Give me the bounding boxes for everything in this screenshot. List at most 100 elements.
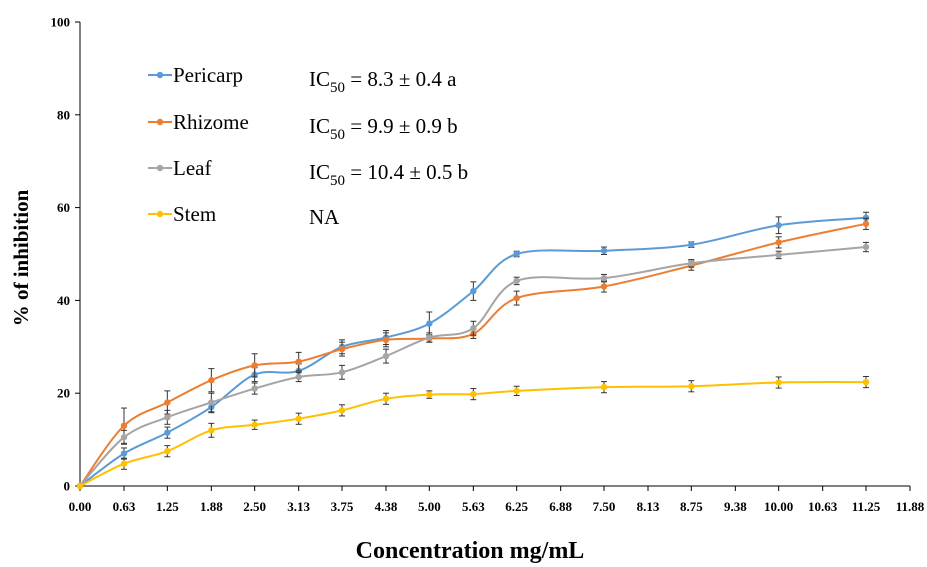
data-point — [862, 243, 870, 251]
data-point — [775, 222, 782, 229]
data-point — [382, 352, 390, 360]
series-rhizome — [76, 217, 870, 490]
y-tick-label: 60 — [57, 200, 70, 215]
legend-item-rhizome: Rhizome — [148, 110, 249, 134]
data-point — [426, 334, 433, 341]
x-tick-label: 8.75 — [680, 499, 703, 514]
x-tick-label: 11.88 — [896, 499, 925, 514]
data-point — [338, 369, 346, 376]
legend-item-stem: Stem — [148, 202, 216, 226]
ic50-annotations: IC50 = 8.3 ± 0.4 a IC50 = 9.9 ± 0.9 b IC50… — [309, 67, 468, 229]
x-tick-label: 6.88 — [549, 499, 572, 514]
data-point — [295, 373, 302, 381]
data-point — [513, 277, 520, 285]
x-tick-label: 2.50 — [243, 499, 266, 514]
series-pericarp — [76, 211, 870, 490]
legend-item-leaf: Leaf — [148, 156, 211, 180]
data-point — [164, 448, 171, 455]
x-tick-label: 5.00 — [418, 499, 441, 514]
data-point — [426, 391, 433, 398]
x-tick-label: 4.38 — [375, 499, 398, 514]
data-point — [513, 250, 520, 258]
data-point — [382, 336, 390, 344]
x-tick-label: 1.25 — [156, 499, 179, 514]
y-tick-label: 0 — [64, 479, 71, 494]
data-point — [382, 395, 390, 402]
data-point — [120, 460, 128, 467]
x-tick-label: 7.50 — [593, 499, 616, 514]
x-axis-title: Concentration mg/mL — [356, 538, 585, 564]
data-point — [251, 421, 258, 428]
data-point — [295, 358, 302, 365]
series-line-rhizome — [79, 222, 867, 487]
y-tick-label: 80 — [57, 107, 70, 122]
data-point — [120, 450, 128, 457]
data-point — [513, 294, 520, 302]
series-layer — [76, 211, 870, 490]
y-tick-label: 20 — [57, 386, 70, 401]
legend: Pericarp Rhizome Leaf Stem — [148, 63, 249, 226]
data-point — [120, 422, 128, 429]
x-tick-label: 9.38 — [724, 499, 747, 514]
legend-marker — [156, 71, 164, 79]
data-point — [251, 385, 258, 392]
plot-area: 0 20 40 60 80 100 0.00 0.63 1.25 1.88 2.50 3.13 3.7… — [51, 15, 925, 515]
x-tick-label: 1.88 — [200, 499, 223, 514]
data-point — [164, 399, 171, 406]
x-tick-label: 5.63 — [462, 499, 485, 514]
data-point — [862, 220, 870, 228]
y-ticks: 0 20 40 60 80 100 — [51, 15, 80, 494]
x-tick-label: 0.00 — [69, 499, 92, 514]
data-point — [208, 377, 215, 384]
x-tick-label: 0.63 — [113, 499, 136, 514]
x-tick-label: 10.63 — [808, 499, 838, 514]
data-point — [470, 325, 477, 332]
legend-label: Leaf — [173, 156, 211, 180]
x-tick-label: 3.75 — [331, 499, 354, 514]
data-point — [164, 429, 171, 436]
data-point — [338, 407, 346, 414]
x-tick-label: 3.13 — [287, 499, 310, 514]
data-point — [600, 247, 608, 254]
data-point — [208, 399, 215, 406]
legend-marker — [156, 164, 164, 172]
data-point — [120, 434, 128, 441]
y-axis-title: % of inhibition — [9, 189, 33, 326]
legend-item-pericarp: Pericarp — [148, 63, 243, 87]
data-point — [688, 260, 695, 267]
legend-marker — [156, 118, 164, 126]
data-point — [862, 378, 870, 386]
data-point — [76, 482, 84, 490]
data-point — [426, 320, 433, 327]
series-stem — [76, 375, 870, 490]
data-point — [470, 287, 477, 295]
data-point — [164, 414, 171, 421]
data-point — [338, 345, 346, 353]
y-tick-label: 40 — [57, 293, 70, 308]
x-tick-label: 11.25 — [852, 499, 881, 514]
x-ticks: 0.00 0.63 1.25 1.88 2.50 3.13 3.75 4.38 5.00 5.63… — [69, 486, 925, 514]
ic50-annotation: IC50 = 8.3 ± 0.4 a — [309, 67, 457, 96]
y-tick-label: 100 — [51, 15, 71, 30]
data-point — [513, 387, 520, 395]
x-tick-label: 10.00 — [764, 499, 793, 514]
data-point — [688, 241, 695, 248]
ic50-annotation: IC50 = 9.9 ± 0.9 b — [309, 114, 458, 143]
ic50-annotation: NA — [309, 205, 340, 229]
data-point — [688, 383, 695, 390]
data-point — [251, 362, 258, 369]
legend-label: Pericarp — [173, 63, 243, 87]
data-point — [600, 274, 608, 282]
series-leaf — [76, 241, 870, 490]
data-point — [775, 239, 782, 246]
data-point — [775, 379, 782, 386]
x-tick-label: 8.13 — [637, 499, 660, 514]
data-point — [295, 415, 302, 422]
legend-label: Stem — [173, 202, 216, 226]
data-point — [775, 251, 782, 259]
data-point — [208, 427, 215, 434]
legend-label: Rhizome — [173, 110, 249, 134]
legend-marker — [156, 210, 164, 218]
data-point — [470, 390, 477, 398]
